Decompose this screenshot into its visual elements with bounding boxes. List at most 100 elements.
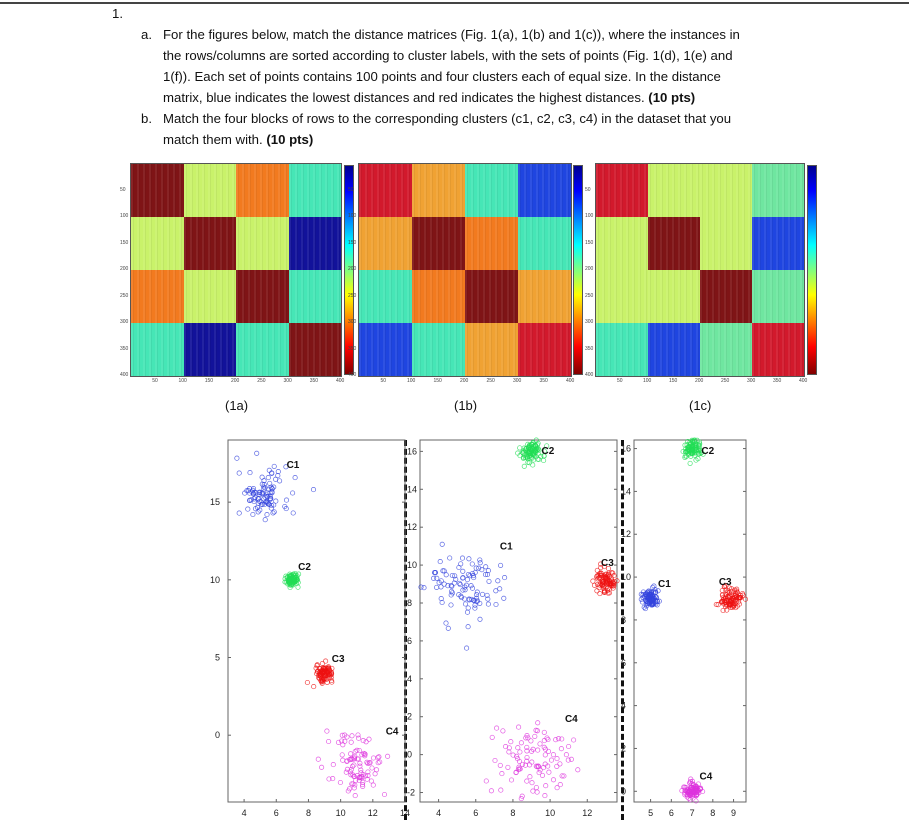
data-point-c4 (692, 786, 698, 792)
data-point-c3 (721, 583, 728, 589)
data-point-c4 (519, 761, 526, 767)
data-point-c1 (445, 625, 451, 631)
data-point-c4 (353, 777, 359, 784)
data-point-c3 (601, 589, 607, 595)
data-point-c1 (443, 620, 449, 626)
y-tick-label: 0 (407, 750, 412, 760)
data-point-c4 (339, 732, 345, 738)
matrix-block (465, 217, 518, 270)
data-point-c4 (527, 774, 533, 780)
data-point-c4 (525, 735, 531, 741)
y-tick-label: 6 (621, 658, 626, 668)
distance-matrix-2 (358, 163, 572, 377)
data-point-c3 (304, 679, 310, 686)
data-point-c4 (524, 748, 530, 754)
data-point-c1 (650, 589, 657, 595)
x-tick-label: 8 (510, 808, 515, 818)
matrix-block (700, 164, 752, 217)
data-point-c4 (483, 778, 489, 784)
data-point-c4 (319, 764, 325, 770)
part-a-line: For the figures below, match the distanc… (163, 27, 740, 42)
data-point-c4 (528, 738, 534, 744)
part-b-line: Match the four blocks of rows to the cor… (163, 111, 732, 126)
matrix-block (131, 164, 184, 217)
cluster-label: C1 (287, 460, 300, 471)
data-point-c2 (526, 460, 532, 466)
data-point-c4 (348, 739, 354, 745)
matrix-x-tick: 250 (257, 378, 266, 384)
data-point-c3 (319, 675, 325, 681)
matrix-y-tick: 400 (585, 372, 594, 378)
data-point-c3 (326, 671, 332, 677)
data-point-c4 (340, 757, 346, 763)
data-point-c4 (697, 786, 703, 792)
data-point-c3 (720, 594, 726, 600)
data-point-c1 (458, 561, 464, 567)
matrix-x-tick: 250 (486, 378, 495, 384)
data-point-c1 (456, 592, 462, 598)
matrix-y-tick: 250 (585, 292, 594, 299)
matrix-x-tick: 200 (231, 378, 240, 384)
data-point-c3 (326, 665, 332, 671)
data-point-c2 (680, 448, 686, 455)
data-point-c1 (485, 601, 491, 607)
data-point-c1 (497, 586, 503, 592)
data-point-c4 (546, 769, 552, 775)
matrix-y-tick: 250 (120, 292, 129, 299)
data-point-c1 (493, 588, 499, 594)
matrix-y-tick: 200 (120, 266, 129, 272)
matrix-x-tick: 300 (513, 378, 522, 384)
data-point-c4 (693, 798, 699, 804)
data-point-c1 (465, 605, 471, 611)
data-point-c1 (262, 485, 268, 491)
data-point-c1 (247, 497, 253, 503)
data-point-c2 (295, 584, 301, 590)
y-tick-label: 15 (210, 497, 220, 507)
part-a-label: a. (141, 27, 152, 42)
data-point-c2 (694, 446, 700, 452)
y-tick-label: 12 (407, 522, 417, 532)
matrix-block (412, 217, 465, 270)
data-point-c4 (344, 758, 350, 764)
matrix-y-tick: 150 (585, 239, 594, 246)
data-point-c4 (557, 782, 563, 788)
data-point-c1 (437, 559, 443, 565)
data-point-c3 (736, 599, 742, 605)
matrix-block (465, 164, 518, 217)
y-tick-label: 8 (621, 615, 626, 625)
data-point-c1 (502, 575, 508, 581)
matrix-block (700, 323, 752, 376)
data-point-c1 (479, 591, 486, 597)
matrix-caption: (1c) (689, 398, 712, 413)
data-point-c1 (441, 581, 447, 587)
part-b-text: match them with. (163, 132, 263, 147)
data-point-c1 (290, 490, 296, 496)
matrix-block (288, 323, 341, 376)
data-point-c4 (355, 732, 361, 738)
matrix-y-tick: 150 (120, 239, 129, 246)
data-point-c1 (655, 588, 661, 594)
data-point-c1 (438, 584, 444, 590)
data-point-c1 (245, 506, 251, 512)
matrix-block (596, 323, 648, 376)
y-tick-label: 5 (215, 653, 220, 663)
data-point-c2 (541, 453, 547, 459)
data-point-c4 (687, 797, 693, 803)
data-point-c4 (324, 728, 330, 734)
data-point-c1 (449, 583, 455, 589)
data-point-c3 (314, 663, 320, 669)
data-point-c1 (269, 489, 275, 495)
data-point-c4 (533, 763, 539, 769)
data-point-c1 (474, 589, 480, 595)
data-point-c3 (715, 602, 721, 608)
data-point-c1 (439, 541, 445, 547)
data-point-c1 (448, 588, 455, 594)
part-b-label: b. (141, 111, 152, 126)
data-point-c4 (315, 756, 321, 762)
data-point-c2 (538, 453, 544, 459)
data-point-c4 (348, 767, 354, 773)
data-point-c3 (601, 564, 607, 570)
data-point-c1 (482, 572, 489, 578)
x-tick-label: 10 (336, 808, 346, 818)
matrix-block (596, 270, 648, 323)
